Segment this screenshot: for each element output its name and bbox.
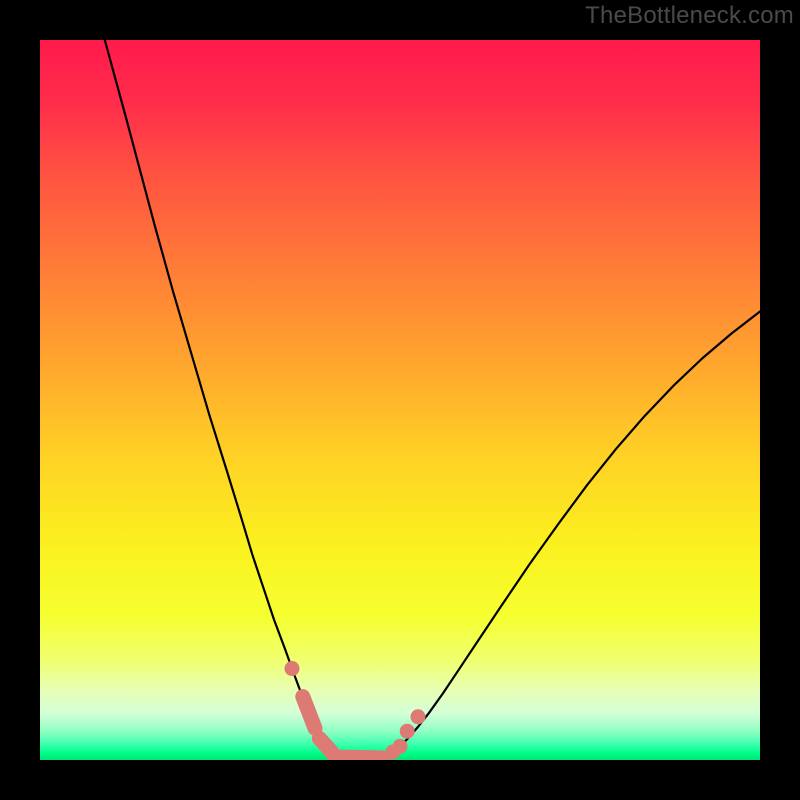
bottleneck-curve	[105, 40, 760, 760]
chart-frame: TheBottleneck.com	[0, 0, 800, 800]
plot-area	[40, 40, 760, 760]
curve-layer	[40, 40, 760, 760]
watermark-text: TheBottleneck.com	[585, 2, 794, 30]
curve-markers	[285, 661, 426, 760]
